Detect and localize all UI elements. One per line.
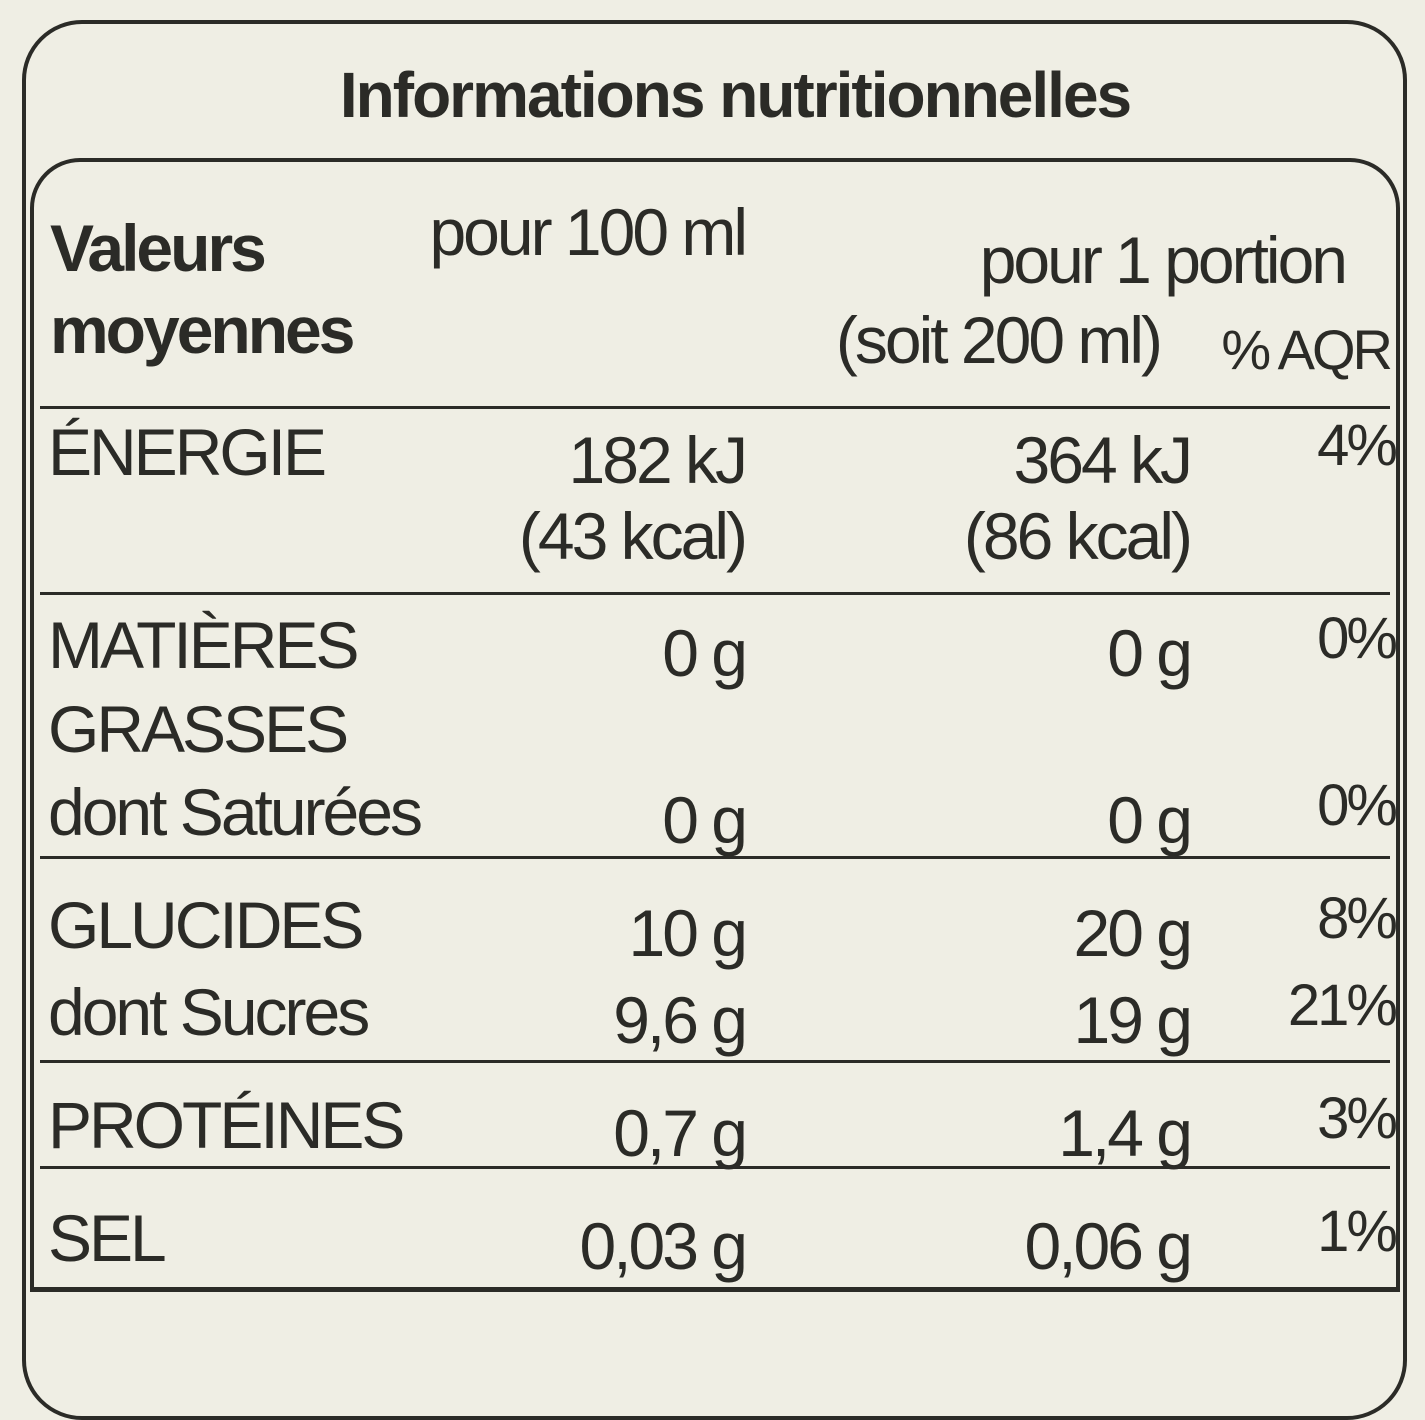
portion-value: 0 g bbox=[1107, 783, 1193, 857]
row-label: MATIÈRES bbox=[48, 608, 359, 682]
rule bbox=[40, 1166, 1390, 1169]
row-label: PROTÉINES bbox=[48, 1088, 405, 1162]
portion-value: 1,4 g bbox=[1058, 1096, 1193, 1170]
header-label: moyennes bbox=[50, 293, 355, 367]
row-label: dont Saturées bbox=[48, 775, 423, 849]
per100-value: 10 g bbox=[628, 896, 748, 970]
row-label: GLUCIDES bbox=[48, 888, 364, 962]
header-per100: pour 100 ml bbox=[429, 195, 748, 269]
row-label: SEL bbox=[48, 1201, 167, 1275]
portion-value: 19 g bbox=[1073, 983, 1193, 1057]
portion-value: 20 g bbox=[1073, 896, 1193, 970]
page: Informations nutritionnelles Valeurs moy… bbox=[22, 20, 1407, 1420]
aqr-value: 0% bbox=[1317, 773, 1398, 838]
aqr-value: 0% bbox=[1317, 606, 1398, 671]
per100-value: (43 kcal) bbox=[518, 499, 748, 573]
aqr-value: 1% bbox=[1317, 1199, 1398, 1264]
portion-value: 364 kJ bbox=[1013, 423, 1193, 497]
portion-value: 0,06 g bbox=[1024, 1209, 1193, 1283]
rule bbox=[40, 856, 1390, 859]
portion-value: (86 kcal) bbox=[963, 499, 1193, 573]
per100-value: 9,6 g bbox=[613, 983, 748, 1057]
portion-value: 0 g bbox=[1107, 616, 1193, 690]
aqr-value: 3% bbox=[1317, 1086, 1398, 1151]
table-border bbox=[30, 158, 1400, 1292]
header-portion: (soit 200 ml) bbox=[835, 303, 1163, 377]
header-portion: pour 1 portion bbox=[979, 223, 1348, 297]
aqr-value: 8% bbox=[1317, 886, 1398, 951]
rule bbox=[40, 406, 1390, 409]
rule bbox=[40, 592, 1390, 595]
row-label: dont Sucres bbox=[48, 975, 370, 1049]
per100-value: 0 g bbox=[662, 616, 748, 690]
per100-value: 0,03 g bbox=[579, 1209, 748, 1283]
aqr-value: 21% bbox=[1287, 973, 1398, 1038]
title: Informations nutritionnelles bbox=[339, 59, 1132, 131]
header-label: Valeurs bbox=[50, 211, 267, 285]
rule bbox=[40, 1060, 1390, 1063]
per100-value: 0 g bbox=[662, 783, 748, 857]
header-aqr: % AQR bbox=[1221, 318, 1393, 381]
per100-value: 182 kJ bbox=[568, 423, 748, 497]
row-label: GRASSES bbox=[48, 692, 349, 766]
aqr-value: 4% bbox=[1317, 413, 1398, 478]
row-label: ÉNERGIE bbox=[48, 415, 327, 489]
per100-value: 0,7 g bbox=[613, 1096, 748, 1170]
